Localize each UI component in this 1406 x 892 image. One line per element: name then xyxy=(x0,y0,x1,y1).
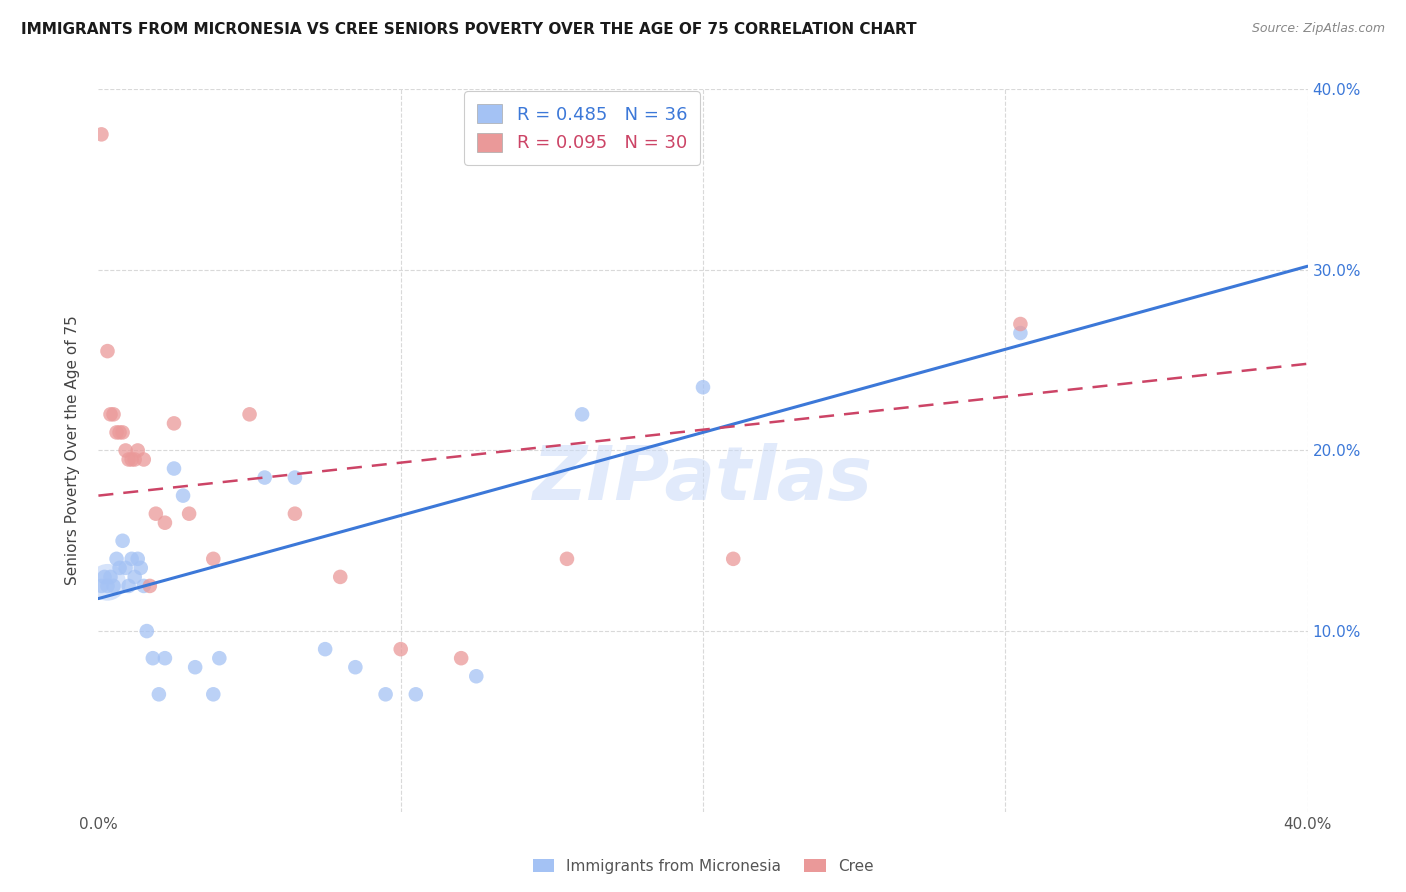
Text: ZIPatlas: ZIPatlas xyxy=(533,442,873,516)
Point xyxy=(208,651,231,665)
Point xyxy=(135,624,157,639)
Point xyxy=(253,470,276,484)
Point xyxy=(90,128,112,142)
Legend: R = 0.485   N = 36, R = 0.095   N = 30: R = 0.485 N = 36, R = 0.095 N = 30 xyxy=(464,91,700,165)
Point xyxy=(284,470,307,484)
Point xyxy=(239,407,262,422)
Point xyxy=(1010,326,1032,340)
Point xyxy=(202,687,225,701)
Point xyxy=(202,551,225,566)
Point xyxy=(692,380,714,394)
Point xyxy=(172,489,194,503)
Point xyxy=(127,551,149,566)
Point xyxy=(118,452,141,467)
Point xyxy=(103,407,125,422)
Y-axis label: Seniors Poverty Over the Age of 75: Seniors Poverty Over the Age of 75 xyxy=(65,316,80,585)
Point xyxy=(114,561,136,575)
Legend: Immigrants from Micronesia, Cree: Immigrants from Micronesia, Cree xyxy=(526,853,880,880)
Point xyxy=(153,651,176,665)
Point xyxy=(96,579,118,593)
Point xyxy=(121,551,143,566)
Point xyxy=(142,651,165,665)
Point xyxy=(184,660,207,674)
Point xyxy=(132,579,155,593)
Point xyxy=(124,452,146,467)
Point xyxy=(96,344,118,359)
Point xyxy=(571,407,593,422)
Point xyxy=(93,570,115,584)
Point xyxy=(100,570,122,584)
Point xyxy=(108,425,131,440)
Point xyxy=(114,443,136,458)
Point xyxy=(108,561,131,575)
Text: Source: ZipAtlas.com: Source: ZipAtlas.com xyxy=(1251,22,1385,36)
Point xyxy=(284,507,307,521)
Point xyxy=(314,642,336,657)
Point xyxy=(374,687,396,701)
Point xyxy=(148,687,170,701)
Point xyxy=(1010,317,1032,331)
Point xyxy=(723,551,745,566)
Point xyxy=(111,425,134,440)
Point xyxy=(90,579,112,593)
Point xyxy=(344,660,367,674)
Point xyxy=(179,507,201,521)
Point xyxy=(153,516,176,530)
Point xyxy=(118,579,141,593)
Point xyxy=(163,417,186,431)
Point xyxy=(405,687,427,701)
Point xyxy=(103,579,125,593)
Text: IMMIGRANTS FROM MICRONESIA VS CREE SENIORS POVERTY OVER THE AGE OF 75 CORRELATIO: IMMIGRANTS FROM MICRONESIA VS CREE SENIO… xyxy=(21,22,917,37)
Point xyxy=(100,407,122,422)
Point xyxy=(111,533,134,548)
Point xyxy=(555,551,578,566)
Point xyxy=(329,570,352,584)
Point xyxy=(129,561,152,575)
Point xyxy=(105,551,128,566)
Point xyxy=(127,443,149,458)
Point xyxy=(121,452,143,467)
Point xyxy=(163,461,186,475)
Point xyxy=(139,579,162,593)
Point xyxy=(105,425,128,440)
Point xyxy=(132,452,155,467)
Point xyxy=(124,570,146,584)
Point xyxy=(389,642,412,657)
Point xyxy=(145,507,167,521)
Point xyxy=(96,575,118,590)
Point xyxy=(450,651,472,665)
Point xyxy=(465,669,488,683)
